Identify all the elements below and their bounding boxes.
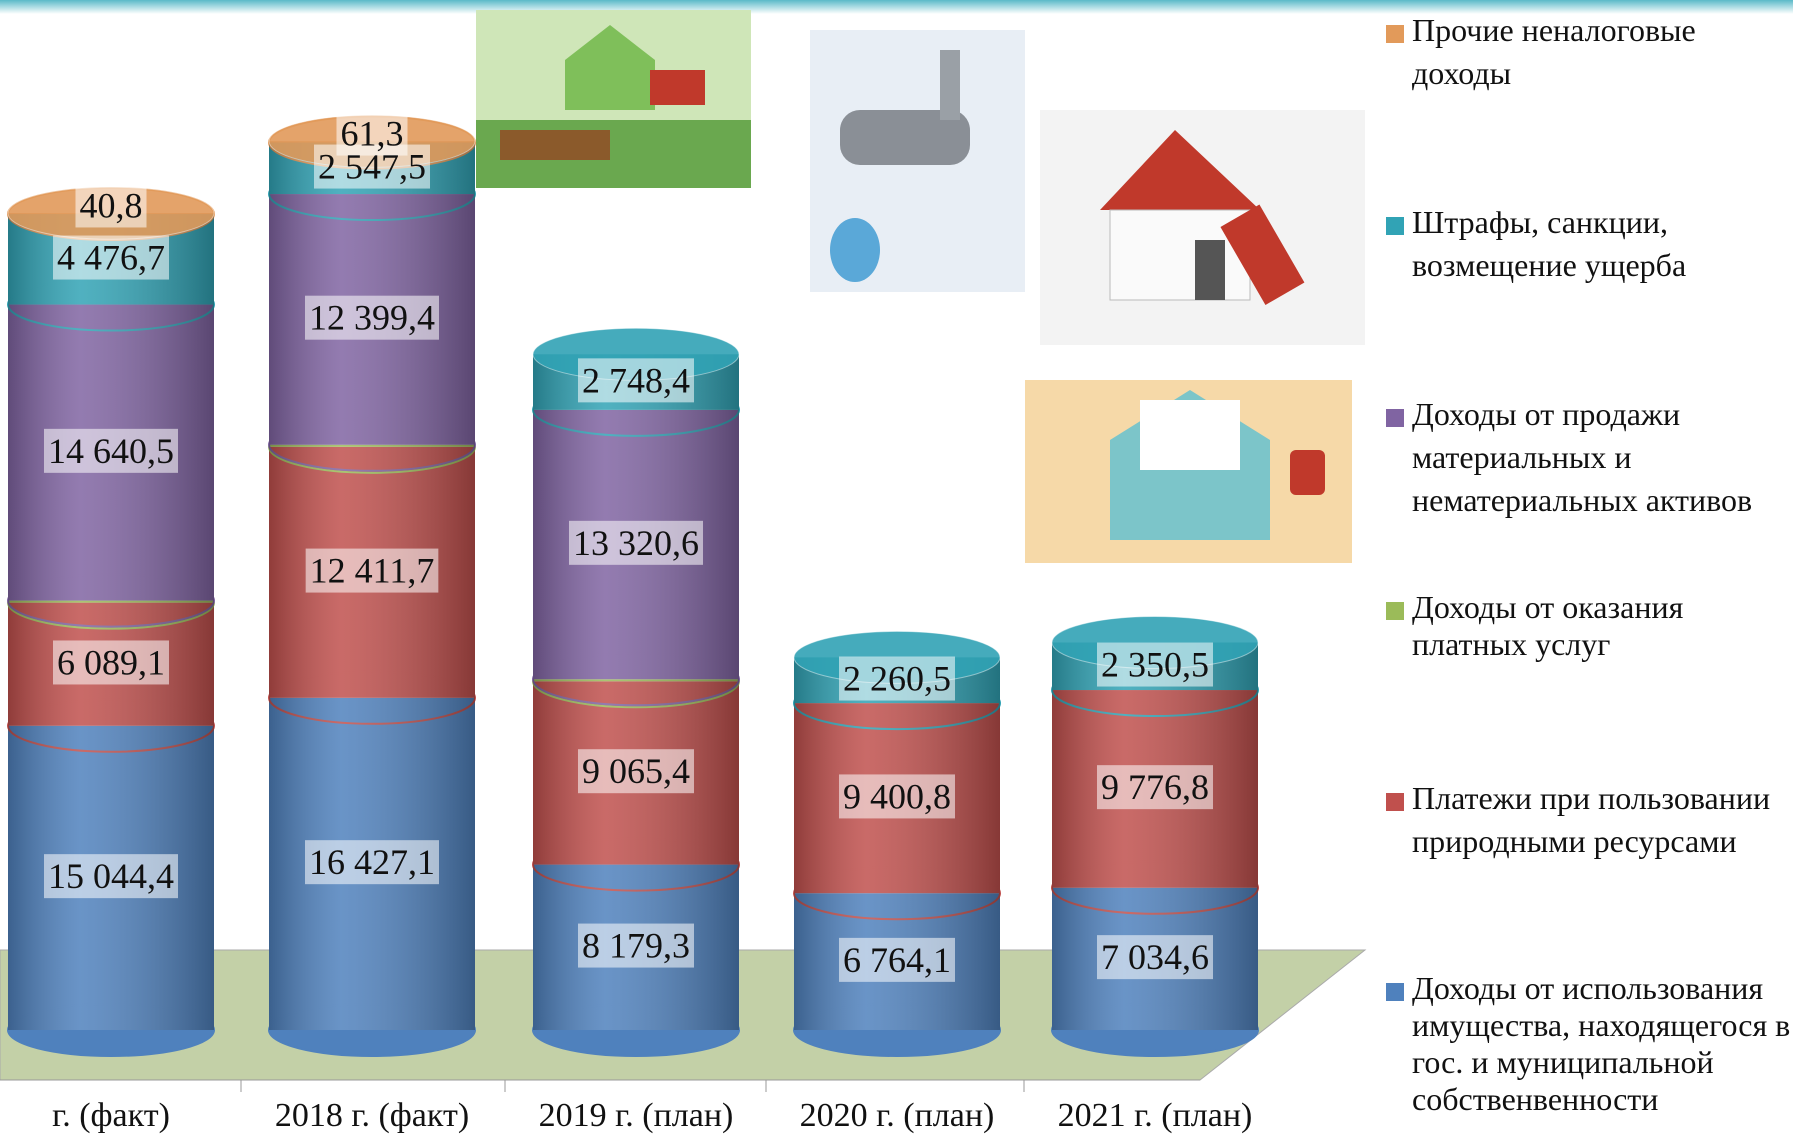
data-label-box — [44, 854, 178, 899]
data-label-box — [578, 923, 694, 968]
legend-line: Платежи при пользовании — [1412, 780, 1770, 816]
legend-line: Штрафы, санкции, — [1412, 204, 1668, 240]
data-label: 6 764,1 — [843, 940, 951, 980]
data-label: 2 748,4 — [582, 360, 690, 400]
legend-line: Прочие неналоговые — [1412, 12, 1696, 48]
cylinder-shade — [8, 213, 214, 1031]
data-label: 2 350,5 — [1101, 645, 1209, 685]
top-band — [0, 0, 1793, 14]
data-label: 2 260,5 — [843, 659, 951, 699]
x-tick-label: 2020 г. (план) — [800, 1097, 995, 1134]
data-label-box — [578, 749, 694, 794]
data-label: 13 320,6 — [573, 523, 699, 563]
legend-swatch — [1386, 217, 1404, 235]
legend-line: материальных и — [1412, 439, 1632, 475]
data-label-box — [578, 358, 694, 403]
data-label: 9 400,8 — [843, 776, 951, 816]
legend-label: Прочие неналоговые доходы — [1412, 12, 1696, 91]
data-label: 40,8 — [80, 185, 143, 225]
legend-line: доходы — [1412, 55, 1511, 91]
picture-fine — [1025, 380, 1352, 563]
data-label: 4 476,7 — [57, 238, 165, 278]
data-label-box — [53, 235, 169, 280]
cylinder-shade — [533, 354, 739, 1030]
data-label-box — [1097, 935, 1213, 980]
legend-swatch — [1386, 409, 1404, 427]
legend-label: Доходы от использования имущества, находя… — [1412, 970, 1790, 1117]
legend-label: Штрафы, санкции, возмещение ущерба — [1412, 204, 1686, 283]
data-label-box — [1097, 642, 1213, 687]
data-label: 12 411,7 — [310, 551, 435, 591]
data-label-box — [305, 548, 439, 593]
data-label: 15 044,4 — [48, 856, 174, 896]
data-label-box — [336, 111, 408, 156]
data-label: 9 776,8 — [1101, 767, 1209, 807]
x-tick-label: г. (факт) — [52, 1097, 170, 1134]
data-label-box — [839, 774, 955, 819]
data-label: 9 065,4 — [582, 751, 690, 791]
legend-line: возмещение ущерба — [1412, 247, 1686, 283]
data-label-box — [305, 295, 439, 340]
legend-line: платных услуг — [1412, 626, 1610, 662]
legend-line: Доходы от продажи — [1412, 396, 1680, 432]
data-label: 16 427,1 — [309, 842, 435, 882]
legend-line: имущества, находящегося в — [1412, 1007, 1790, 1043]
legend-swatch — [1386, 793, 1404, 811]
legend-line: гос. и муниципальной — [1412, 1044, 1714, 1080]
data-label-box — [305, 840, 439, 885]
x-tick-label: 2019 г. (план) — [539, 1097, 734, 1134]
data-label-box — [44, 428, 178, 473]
picture-tap — [810, 30, 1025, 292]
legend-line: Доходы от оказания — [1412, 589, 1684, 625]
legend-line: Доходы от использования — [1412, 970, 1763, 1006]
data-label-box — [53, 640, 169, 685]
legend-label: Платежи при пользовании природными ресурс… — [1412, 780, 1770, 859]
data-label-box — [569, 520, 703, 565]
legend-line: собственвенности — [1412, 1081, 1658, 1117]
data-label-box — [1097, 765, 1213, 810]
data-label: 61,3 — [341, 114, 404, 154]
data-label-box — [839, 656, 955, 701]
x-tick-label: 2021 г. (план) — [1058, 1097, 1253, 1134]
picture-land — [476, 10, 751, 188]
picture-house — [1040, 110, 1365, 345]
data-label: 8 179,3 — [582, 926, 690, 966]
data-label: 7 034,6 — [1101, 937, 1209, 977]
data-label: 14 640,5 — [48, 431, 174, 471]
legend-line: нематериальных активов — [1412, 482, 1752, 518]
legend-label: Доходы от оказания платных услуг — [1412, 589, 1684, 662]
legend-label: Доходы от продажи материальных и нематериа… — [1412, 396, 1752, 518]
x-tick-label: 2018 г. (факт) — [275, 1097, 469, 1134]
data-label: 6 089,1 — [57, 642, 165, 682]
legend-swatch — [1386, 602, 1404, 620]
data-label-box — [75, 183, 147, 228]
legend-swatch — [1386, 25, 1404, 43]
data-label-box — [839, 937, 955, 982]
legend-swatch — [1386, 983, 1404, 1001]
legend-line: природными ресурсами — [1412, 823, 1737, 859]
data-label: 12 399,4 — [309, 298, 435, 338]
